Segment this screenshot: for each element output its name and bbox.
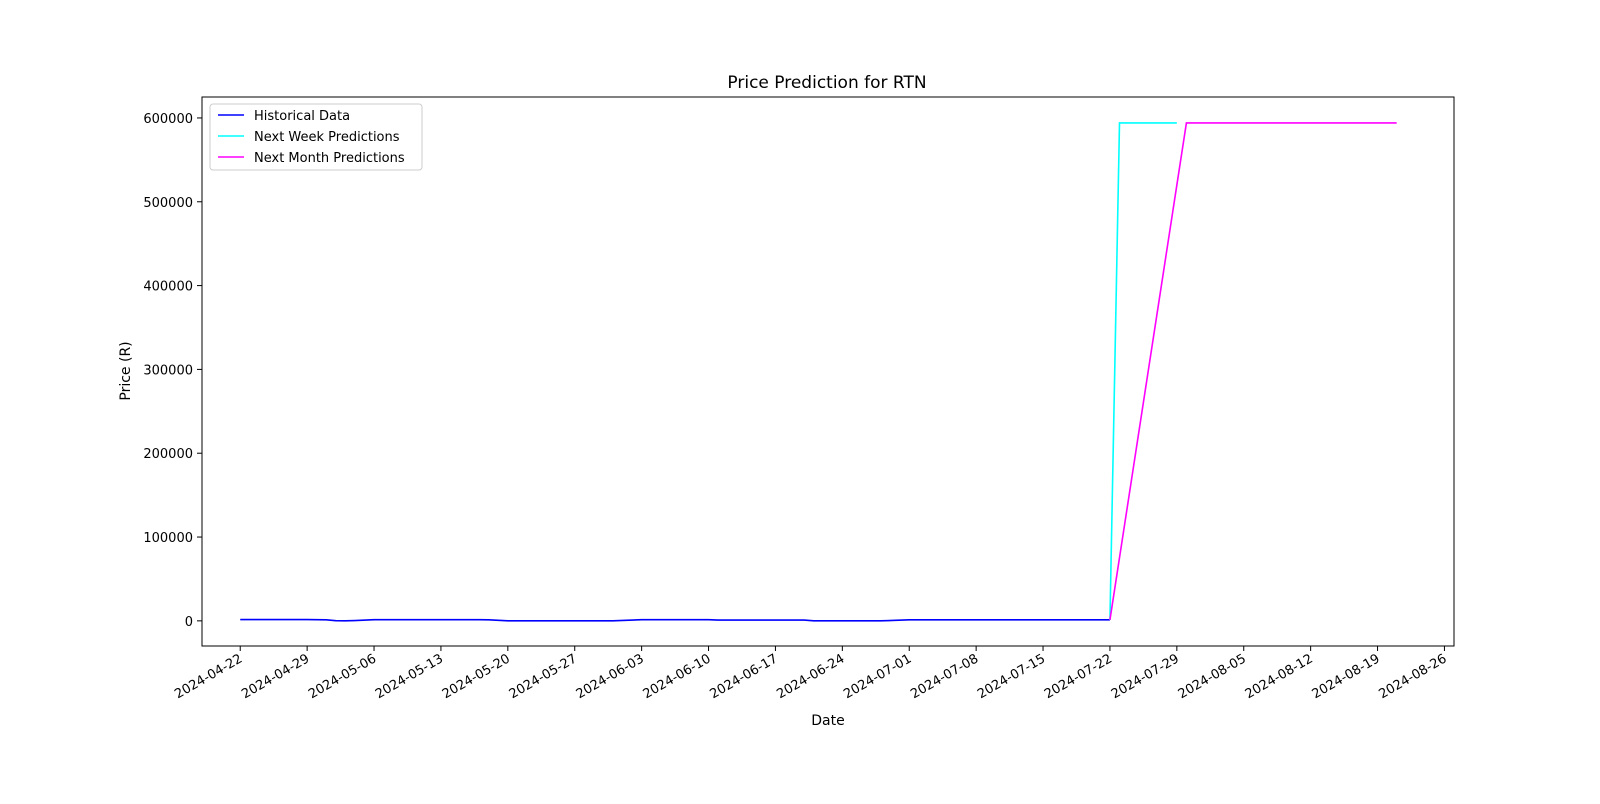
x-tick-label: 2024-05-06 <box>306 651 379 702</box>
y-tick-label: 500000 <box>143 196 193 211</box>
x-tick-label: 2024-07-29 <box>1109 651 1182 702</box>
chart-title: Price Prediction for RTN <box>727 73 926 93</box>
x-tick-label: 2024-07-08 <box>908 651 981 702</box>
y-tick-label: 0 <box>185 615 193 630</box>
x-tick-label: 2024-07-01 <box>841 651 914 702</box>
legend: Historical Data Next Week Predictions Next… <box>209 103 423 171</box>
x-tick-label: 2024-08-12 <box>1243 651 1316 702</box>
series-line-3 <box>1109 122 1397 620</box>
x-tick-label: 2024-06-10 <box>641 651 714 702</box>
y-tick-label: 300000 <box>143 363 193 378</box>
legend-box <box>209 103 423 171</box>
y-axis: 0 100000 200000 300000 400000 500000 600000 <box>143 112 202 630</box>
legend-label-1: Historical Data <box>254 109 350 124</box>
x-tick-label: 2024-06-17 <box>708 651 781 702</box>
series-line-1 <box>240 618 1110 622</box>
legend-label-3: Next Month Predictions <box>254 151 405 166</box>
y-tick-label: 200000 <box>143 447 193 462</box>
plot-frame <box>201 96 1455 647</box>
x-axis-label: Date <box>811 713 844 729</box>
y-axis-label: Price (R) <box>118 341 134 400</box>
x-tick-label: 2024-04-29 <box>239 651 312 702</box>
x-tick-label: 2024-07-15 <box>975 651 1048 702</box>
y-tick-label: 600000 <box>143 112 193 127</box>
plot-area <box>240 122 1397 622</box>
x-tick-label: 2024-08-05 <box>1176 651 1249 702</box>
series-line-2 <box>1109 122 1177 620</box>
x-axis: 2024-04-222024-04-292024-05-062024-05-13… <box>172 646 1449 702</box>
x-tick-label: 2024-07-22 <box>1042 651 1115 702</box>
legend-label-2: Next Week Predictions <box>254 130 400 145</box>
x-tick-label: 2024-04-22 <box>172 651 245 702</box>
x-tick-label: 2024-08-19 <box>1310 651 1383 702</box>
x-tick-label: 2024-05-27 <box>507 651 580 702</box>
y-tick-label: 400000 <box>143 280 193 295</box>
x-tick-label: 2024-06-03 <box>574 651 647 702</box>
y-tick-label: 100000 <box>143 531 193 546</box>
x-tick-label: 2024-08-26 <box>1377 651 1450 702</box>
x-tick-label: 2024-05-13 <box>373 651 446 702</box>
x-tick-label: 2024-05-20 <box>440 651 513 702</box>
x-tick-label: 2024-06-24 <box>774 651 847 702</box>
